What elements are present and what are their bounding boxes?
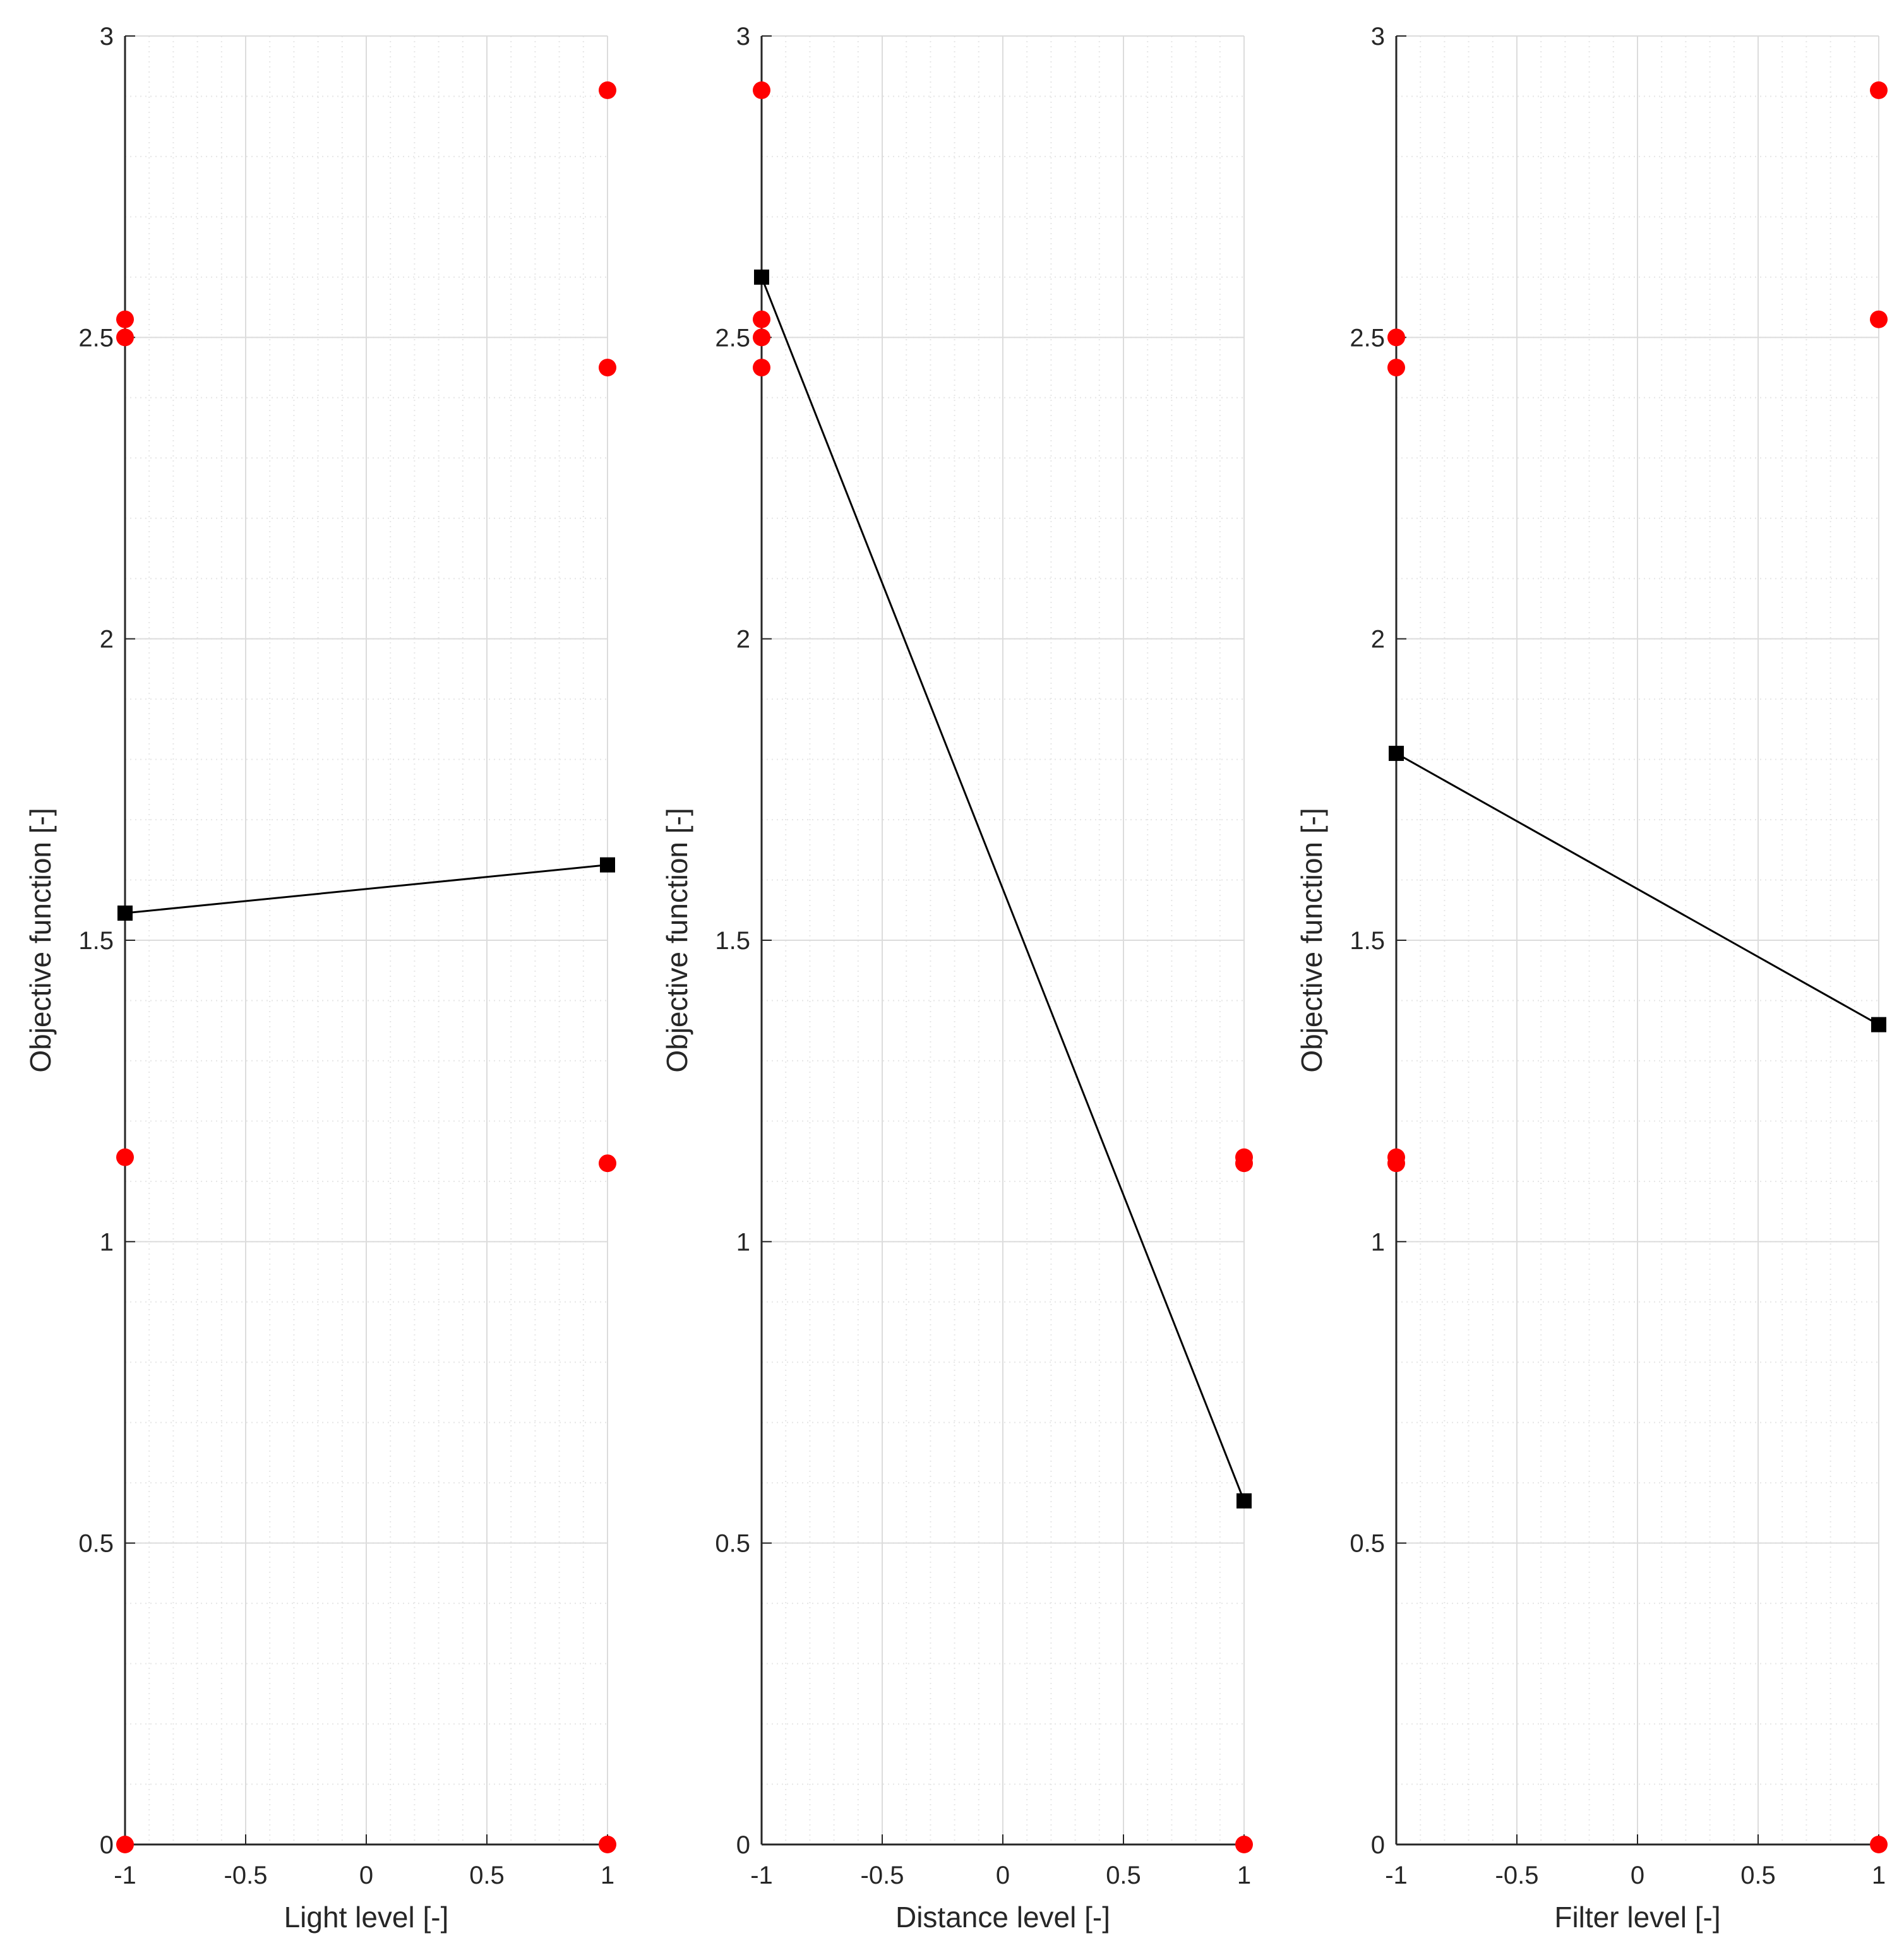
y-tick-label: 0.5 — [78, 1530, 114, 1558]
y-tick-label: 0 — [100, 1831, 114, 1859]
data-point-square — [1871, 1017, 1886, 1032]
x-tick-label: 0.5 — [469, 1862, 505, 1889]
data-point — [1870, 1836, 1888, 1853]
data-point — [599, 1154, 616, 1173]
y-tick-label: 2 — [736, 626, 750, 654]
y-tick-label: 2.5 — [78, 324, 114, 352]
panel-3: -1 -0.5 0 0.5 1 0 0.5 1 1.5 2 2.5 3 Filter level [-]… — [1295, 23, 1888, 1934]
y-tick-label: 1 — [1371, 1228, 1385, 1256]
data-point — [599, 81, 616, 99]
y-tick-label: 1 — [736, 1228, 750, 1256]
data-point — [1870, 310, 1888, 328]
data-point-square — [117, 906, 133, 921]
y-tick-label: 2.5 — [1350, 324, 1385, 352]
x-tick-label: 0.5 — [1106, 1862, 1141, 1889]
data-point — [116, 1836, 134, 1853]
y-tick-label: 2.5 — [715, 324, 750, 352]
data-point — [753, 81, 770, 99]
x-tick-label: -1 — [750, 1862, 773, 1889]
x-tick-label: 0 — [1631, 1862, 1644, 1889]
data-point — [1387, 1148, 1405, 1166]
x-tick-label: 0 — [359, 1862, 373, 1889]
y-tick-label: 1.5 — [78, 927, 114, 955]
y-tick-label: 1 — [100, 1228, 114, 1256]
data-point — [753, 359, 770, 377]
x-tick-label: -1 — [1385, 1862, 1408, 1889]
data-point — [599, 359, 616, 377]
y-tick-label: 1.5 — [1350, 927, 1385, 955]
x-tick-label: 1 — [1872, 1862, 1886, 1889]
data-point — [1870, 81, 1888, 99]
x-axis-label: Light level [-] — [284, 1901, 449, 1934]
x-tick-label: 0 — [996, 1862, 1010, 1889]
y-tick-label: 3 — [736, 23, 750, 51]
y-tick-label: 0 — [1371, 1831, 1385, 1859]
data-point — [1235, 1148, 1253, 1166]
x-axis-label: Distance level [-] — [895, 1901, 1110, 1934]
y-tick-label: 3 — [1371, 23, 1385, 51]
y-tick-label: 0.5 — [715, 1530, 750, 1558]
series-line — [760, 277, 1245, 1502]
series-line — [124, 864, 608, 914]
y-tick-label: 1.5 — [715, 927, 750, 955]
x-tick-label: -0.5 — [224, 1862, 268, 1889]
data-point — [116, 328, 134, 347]
x-tick-label: 0.5 — [1740, 1862, 1776, 1889]
x-tick-label: -0.5 — [1495, 1862, 1539, 1889]
x-tick-label: 1 — [1237, 1862, 1251, 1889]
y-tick-label: 3 — [100, 23, 114, 51]
x-axis-label: Filter level [-] — [1554, 1901, 1720, 1934]
y-axis-label: Objective function [-] — [661, 808, 693, 1072]
data-point-square — [600, 857, 615, 873]
data-point — [116, 310, 134, 328]
data-point — [116, 1148, 134, 1166]
data-point — [1235, 1836, 1253, 1853]
y-tick-label: 2 — [1371, 626, 1385, 654]
y-axis-label: Objective function [-] — [24, 808, 57, 1072]
x-tick-label: -0.5 — [861, 1862, 904, 1889]
y-tick-label: 0 — [736, 1831, 750, 1859]
panel-2: -1 -0.5 0 0.5 1 0 0.5 1 1.5 2 2.5 3 Distance level [… — [661, 23, 1253, 1934]
y-tick-label: 0.5 — [1350, 1530, 1385, 1558]
data-point-square — [1389, 746, 1404, 762]
data-point — [753, 310, 770, 328]
x-tick-label: 1 — [601, 1862, 614, 1889]
data-point-square — [754, 269, 769, 285]
data-point-square — [1236, 1493, 1252, 1509]
data-point — [1387, 359, 1405, 377]
series-line — [1396, 752, 1879, 1025]
y-axis-label: Objective function [-] — [1295, 808, 1328, 1072]
panel-1: -1 -0.5 0 0.5 1 0 0.5 1 1.5 2 2.5 3 Light level [-] O… — [24, 23, 616, 1934]
x-tick-label: -1 — [114, 1862, 136, 1889]
y-tick-label: 2 — [100, 626, 114, 654]
data-point — [599, 1836, 616, 1853]
data-point — [1387, 328, 1405, 347]
data-point — [753, 328, 770, 347]
